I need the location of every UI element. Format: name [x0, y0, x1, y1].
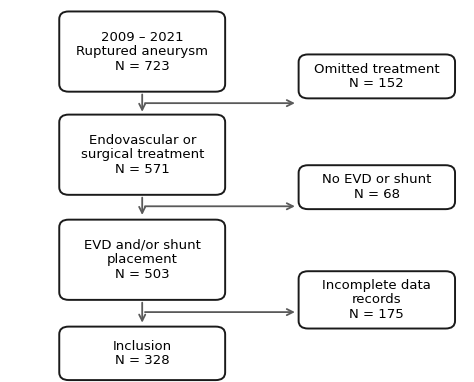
Text: N = 328: N = 328	[115, 354, 170, 367]
Text: N = 503: N = 503	[115, 268, 170, 281]
Text: N = 723: N = 723	[115, 60, 170, 73]
Text: N = 68: N = 68	[354, 188, 400, 201]
Text: surgical treatment: surgical treatment	[81, 148, 204, 161]
Text: Endovascular or: Endovascular or	[89, 134, 196, 147]
FancyBboxPatch shape	[299, 271, 455, 329]
FancyBboxPatch shape	[299, 165, 455, 209]
Text: EVD and/or shunt: EVD and/or shunt	[84, 239, 201, 252]
FancyBboxPatch shape	[59, 327, 225, 380]
Text: 2009 – 2021: 2009 – 2021	[101, 31, 183, 44]
Text: Inclusion: Inclusion	[113, 340, 172, 353]
Text: Ruptured aneurysm: Ruptured aneurysm	[76, 45, 208, 58]
FancyBboxPatch shape	[59, 11, 225, 92]
Text: Omitted treatment: Omitted treatment	[314, 63, 440, 76]
Text: placement: placement	[107, 253, 178, 266]
FancyBboxPatch shape	[59, 220, 225, 300]
FancyBboxPatch shape	[59, 115, 225, 195]
Text: No EVD or shunt: No EVD or shunt	[322, 173, 431, 186]
FancyBboxPatch shape	[299, 54, 455, 98]
Text: Incomplete data: Incomplete data	[322, 279, 431, 292]
Text: records: records	[352, 293, 401, 306]
Text: N = 571: N = 571	[115, 163, 170, 176]
Text: N = 175: N = 175	[349, 308, 404, 321]
Text: N = 152: N = 152	[349, 77, 404, 90]
